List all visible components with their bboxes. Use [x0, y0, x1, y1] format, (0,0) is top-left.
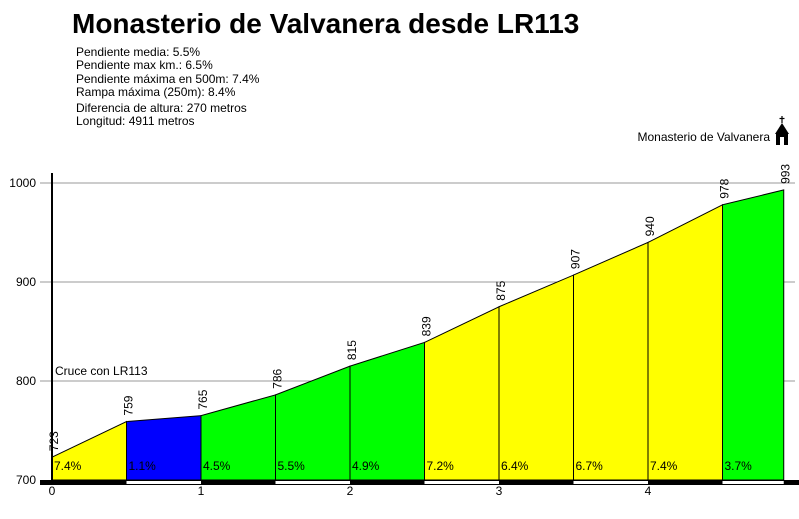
- profile-segment: [498, 274, 574, 481]
- start-annotation: Cruce con LR113: [55, 364, 148, 378]
- profile-segment: [424, 305, 500, 481]
- elevation-label: 759: [122, 395, 136, 415]
- elevation-label: 815: [345, 340, 359, 360]
- elevation-label: 907: [569, 249, 583, 269]
- elevation-label: 940: [643, 216, 657, 236]
- x-tick-label: 4: [645, 484, 652, 498]
- gradient-label: 1.1%: [129, 459, 157, 473]
- gradient-label: 4.9%: [352, 459, 380, 473]
- elevation-label: 723: [47, 431, 61, 451]
- gradient-label: 7.4%: [650, 459, 678, 473]
- x-tick-label: 0: [49, 484, 56, 498]
- profile-segment: [573, 241, 649, 481]
- profile-segment: [722, 189, 785, 481]
- gradient-label: 4.5%: [203, 459, 231, 473]
- chart-title: Monasterio de Valvanera desde LR113: [72, 8, 580, 39]
- profile-segment: [647, 203, 723, 481]
- elevation-label: 875: [494, 280, 508, 300]
- gradient-label: 6.4%: [501, 459, 529, 473]
- x-axis-bar-gap: [424, 481, 499, 484]
- gradient-label: 7.2%: [427, 459, 455, 473]
- y-tick-label: 800: [16, 374, 36, 388]
- stat-max-500m-gradient: Pendiente máxima en 500m: 7.4%: [76, 71, 260, 86]
- stat-length: Longitud: 4911 metros: [76, 114, 195, 129]
- x-axis-bar: [40, 480, 799, 485]
- end-annotation: Monasterio de Valvanera: [637, 130, 770, 144]
- y-tick-label: 1000: [9, 176, 36, 190]
- x-axis-bar-gap: [126, 481, 201, 484]
- x-tick-label: 3: [496, 484, 503, 498]
- x-axis-bar-gap: [275, 481, 350, 484]
- gradient-label: 3.7%: [725, 459, 753, 473]
- y-tick-label: 700: [16, 473, 36, 487]
- x-tick-label: 2: [347, 484, 354, 498]
- climb-stats: Pendiente media: 5.5% Pendiente max km.:…: [76, 45, 260, 129]
- x-axis-bar-gap: [573, 481, 648, 484]
- church-icon: [775, 116, 789, 145]
- gradient-label: 6.7%: [576, 459, 604, 473]
- stat-height-difference: Diferencia de altura: 270 metros: [76, 100, 247, 115]
- elevation-label: 786: [271, 369, 285, 389]
- x-axis-bar-gap: [722, 481, 784, 484]
- stat-max-km-gradient: Pendiente max km.: 6.5%: [76, 58, 213, 73]
- elevation-label: 978: [718, 178, 732, 198]
- elevation-label: 839: [420, 316, 434, 336]
- stat-average-gradient: Pendiente media: 5.5%: [76, 45, 201, 59]
- gradient-label: 7.4%: [54, 459, 82, 473]
- x-tick-label: 1: [198, 484, 205, 498]
- gradient-label: 5.5%: [278, 459, 306, 473]
- stat-max-ramp: Rampa máxima (250m): 8.4%: [76, 85, 236, 100]
- y-tick-label: 900: [16, 275, 36, 289]
- elevation-label: 993: [779, 164, 793, 184]
- elevation-label: 765: [196, 389, 210, 409]
